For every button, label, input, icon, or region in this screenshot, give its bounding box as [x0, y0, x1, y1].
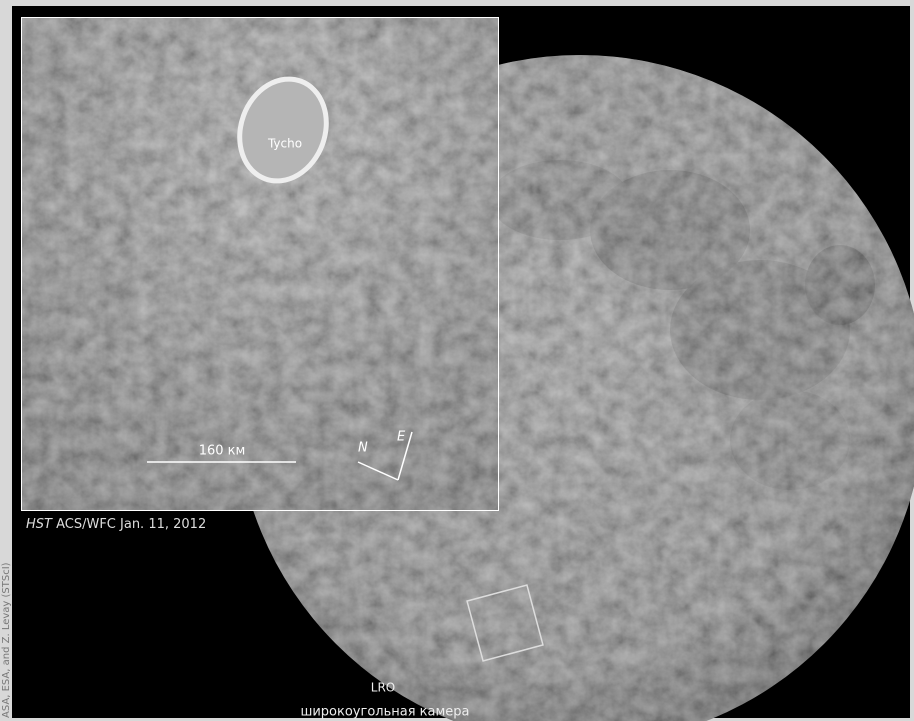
inset: Tycho 160 км N E: [21, 17, 499, 511]
inset-marker: [466, 584, 544, 662]
compass: [357, 431, 413, 481]
caption-rest: ACS/WFC Jan. 11, 2012: [52, 517, 206, 532]
crater-label: Tycho: [267, 137, 302, 151]
credit: ASA, ESA, and Z. Levay (STScI): [1, 562, 12, 718]
north-label: N: [358, 441, 368, 456]
scale-label: 160 км: [199, 444, 246, 459]
caption-instrument: HST: [26, 517, 53, 532]
inset-caption: HST ACS/WFC Jan. 11, 2012: [26, 517, 206, 532]
moon-label: LRO: [371, 681, 395, 695]
east-label: E: [397, 430, 406, 445]
moon-sublabel: широкоугольная камера: [300, 705, 469, 720]
